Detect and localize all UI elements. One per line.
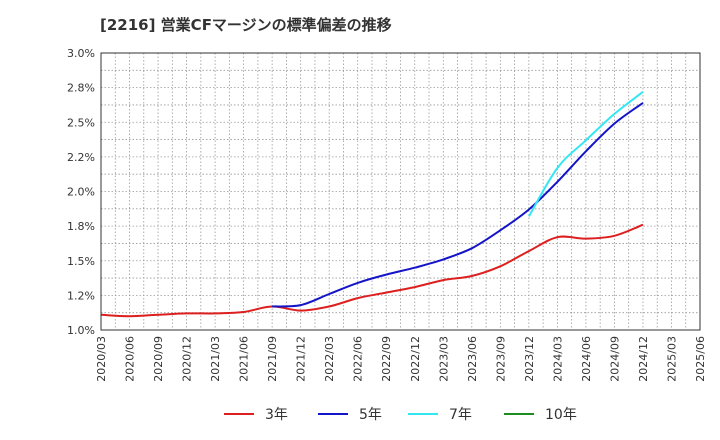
x-tick-label: 2021/09 <box>266 336 279 382</box>
x-tick-label: 2023/09 <box>494 336 507 382</box>
x-tick-label: 2023/06 <box>466 336 479 382</box>
x-tick-label: 2020/09 <box>152 336 165 382</box>
plot-frame <box>100 52 701 331</box>
x-tick-label: 2023/03 <box>437 336 450 382</box>
legend-label-3: 10年 <box>545 407 577 423</box>
series-line-0 <box>100 223 644 318</box>
x-tick-label: 2024/03 <box>551 336 564 382</box>
x-tick-label: 2020/03 <box>95 336 108 382</box>
x-tick-label: 2021/03 <box>209 336 222 382</box>
x-tick-label: 2022/06 <box>352 336 365 382</box>
y-axis: 1.0% 1.2% 1.5% 1.8% 2.0% 2.2% 2.5% 2.8% 3.0% <box>67 47 95 337</box>
x-axis: 2020/03 2020/06 2020/09 2020/12 2021/03 2021/… <box>95 336 707 382</box>
x-tick-label: 2020/12 <box>181 336 194 382</box>
x-tick-label: 2025/03 <box>665 336 678 382</box>
x-tick-label: 2022/09 <box>380 336 393 382</box>
x-tick-label: 2021/12 <box>295 336 308 382</box>
y-tick-label: 1.5% <box>67 255 95 268</box>
y-tick-label: 3.0% <box>67 47 95 60</box>
x-tick-label: 2024/12 <box>637 336 650 382</box>
x-tick-label: 2021/06 <box>238 336 251 382</box>
x-tick-label: 2022/12 <box>409 336 422 382</box>
x-tick-label: 2025/06 <box>694 336 707 382</box>
legend-label-2: 7年 <box>449 407 472 423</box>
x-tick-label: 2020/06 <box>124 336 137 382</box>
y-tick-label: 1.8% <box>67 220 95 233</box>
y-tick-label: 2.8% <box>67 82 95 95</box>
x-tick-label: 2024/06 <box>580 336 593 382</box>
x-tick-label: 2022/03 <box>323 336 336 382</box>
y-tick-label: 2.2% <box>67 151 95 164</box>
legend: 3年 5年 7年 10年 <box>224 407 577 423</box>
chart-title: [2216] 営業CFマージンの標準偏差の推移 <box>100 16 392 34</box>
series-line-2 <box>528 91 644 217</box>
x-tick-label: 2023/12 <box>523 336 536 382</box>
grid <box>100 52 701 331</box>
y-tick-label: 1.0% <box>67 324 95 337</box>
series-lines <box>100 91 644 318</box>
series-line-1 <box>272 102 644 308</box>
y-tick-label: 2.5% <box>67 116 95 129</box>
legend-label-1: 5年 <box>359 407 382 423</box>
y-tick-label: 2.0% <box>67 186 95 199</box>
x-tick-label: 2024/09 <box>608 336 621 382</box>
legend-label-0: 3年 <box>265 407 288 423</box>
y-tick-label: 1.2% <box>67 289 95 302</box>
